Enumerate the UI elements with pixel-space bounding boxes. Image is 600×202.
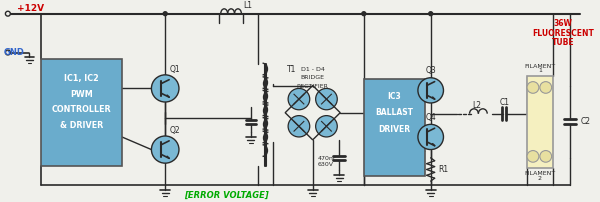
Text: RECTIFIER: RECTIFIER xyxy=(297,84,329,89)
Text: 1: 1 xyxy=(538,68,542,74)
Circle shape xyxy=(316,88,337,110)
Circle shape xyxy=(418,124,443,150)
Text: FILAMENT: FILAMENT xyxy=(524,171,556,176)
Circle shape xyxy=(288,116,310,137)
Circle shape xyxy=(151,75,179,102)
Circle shape xyxy=(316,116,337,137)
Text: PWM: PWM xyxy=(70,90,93,99)
Circle shape xyxy=(151,136,179,163)
Text: Q4: Q4 xyxy=(426,113,437,122)
Text: IC1, IC2: IC1, IC2 xyxy=(64,74,99,83)
Text: & DRIVER: & DRIVER xyxy=(60,121,103,130)
Text: C1: C1 xyxy=(499,99,509,107)
Text: 470nF: 470nF xyxy=(317,156,337,161)
Circle shape xyxy=(418,78,443,103)
Circle shape xyxy=(5,50,10,55)
Text: L2: L2 xyxy=(472,101,481,110)
Bar xyxy=(364,79,425,176)
Circle shape xyxy=(288,88,310,110)
Circle shape xyxy=(527,82,539,93)
Text: BRIDGE: BRIDGE xyxy=(301,75,325,80)
Text: C2: C2 xyxy=(580,117,590,126)
Text: 36W: 36W xyxy=(554,19,573,28)
Text: CONTROLLER: CONTROLLER xyxy=(52,105,112,114)
Circle shape xyxy=(362,12,366,16)
Text: DRIVER: DRIVER xyxy=(378,125,410,134)
Circle shape xyxy=(429,12,433,16)
Text: TUBE: TUBE xyxy=(552,38,575,47)
Text: R1: R1 xyxy=(439,165,449,174)
Bar xyxy=(527,76,553,168)
Text: L1: L1 xyxy=(243,1,252,10)
Text: T1: T1 xyxy=(287,64,296,74)
Circle shape xyxy=(540,82,551,93)
Text: Q3: Q3 xyxy=(426,66,437,76)
Text: FILAMENT: FILAMENT xyxy=(524,64,556,69)
Text: +12V: +12V xyxy=(17,4,44,13)
Text: 2: 2 xyxy=(538,176,542,181)
Circle shape xyxy=(5,11,10,16)
Text: 630V: 630V xyxy=(317,162,334,167)
Text: IC3: IC3 xyxy=(388,92,401,101)
Text: GND: GND xyxy=(4,48,25,57)
Bar xyxy=(41,59,122,166)
Circle shape xyxy=(540,150,551,162)
Text: Q1: Q1 xyxy=(169,64,180,74)
Text: FLUORESCENT: FLUORESCENT xyxy=(533,29,595,38)
Text: [ERROR VOLTAGE]: [ERROR VOLTAGE] xyxy=(184,191,269,200)
Text: BALLAST: BALLAST xyxy=(376,108,413,117)
Text: Q2: Q2 xyxy=(169,126,180,135)
Circle shape xyxy=(163,12,167,16)
Text: D1 - D4: D1 - D4 xyxy=(301,66,325,72)
Circle shape xyxy=(527,150,539,162)
